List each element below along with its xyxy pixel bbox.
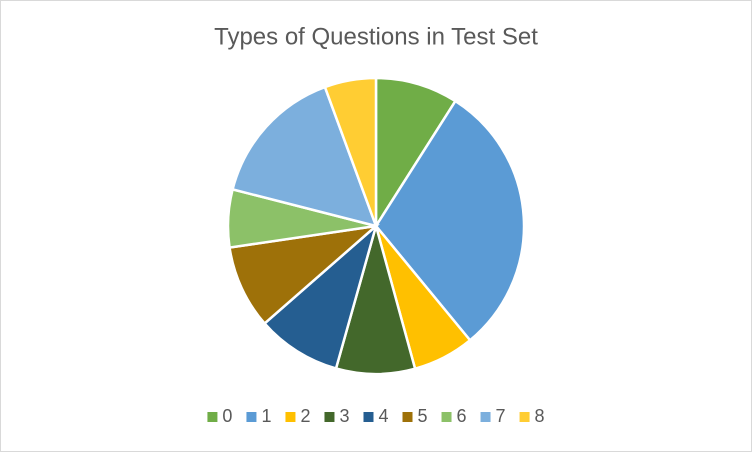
legend-label: 0	[222, 406, 232, 426]
legend-swatch	[363, 412, 374, 422]
legend-label: 4	[378, 406, 388, 426]
legend-swatch	[285, 412, 296, 422]
legend-label: 1	[261, 406, 271, 426]
legend-label: 3	[339, 406, 349, 426]
pie-slice	[374, 99, 526, 343]
legend-swatch	[441, 412, 452, 422]
legend-swatch	[324, 412, 335, 422]
legend-label: 5	[418, 406, 428, 426]
pie-slice	[323, 76, 378, 227]
pie-slice	[374, 76, 458, 231]
legend-label: 7	[496, 406, 506, 426]
pie-slice	[231, 85, 378, 228]
legend-label: 2	[300, 406, 310, 426]
pie-slice	[262, 222, 379, 371]
legend-label: 6	[457, 406, 467, 426]
legend: 0 1 2 3 4 5 6 7 8	[207, 406, 545, 426]
chart-title: Types of Questions in Test Set	[214, 23, 538, 50]
legend-label: 8	[535, 406, 545, 426]
legend-swatch	[402, 412, 413, 422]
legend-swatch	[519, 412, 530, 422]
legend-swatch	[480, 412, 491, 422]
pie-slice	[228, 224, 381, 326]
legend-swatch	[207, 412, 218, 422]
legend-swatch	[246, 412, 257, 422]
